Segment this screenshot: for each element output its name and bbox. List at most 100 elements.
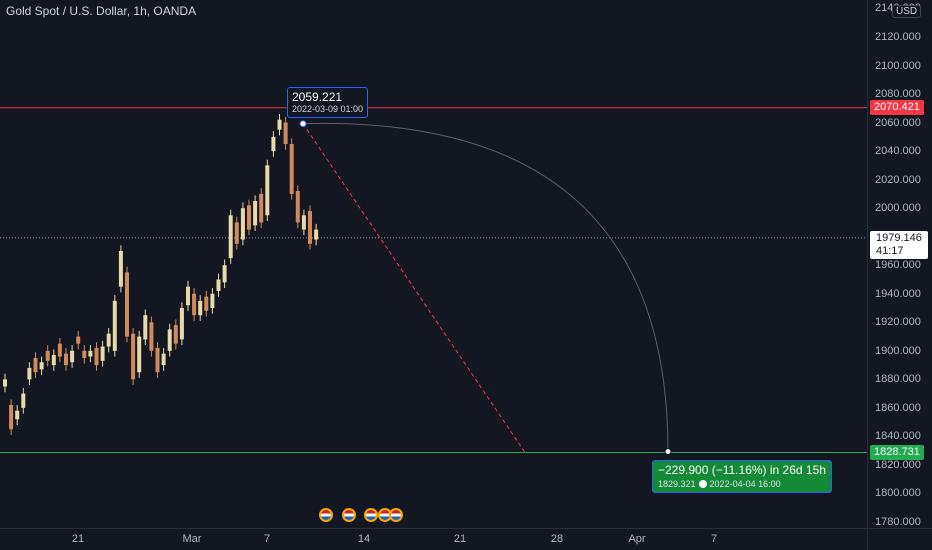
candle-body bbox=[149, 322, 154, 351]
price-tick: 1900.000 bbox=[875, 344, 921, 357]
us-flag-icon[interactable] bbox=[364, 508, 378, 522]
candle-body bbox=[9, 405, 14, 430]
candle-body bbox=[216, 279, 221, 291]
price-chart[interactable] bbox=[0, 0, 867, 528]
candle-body bbox=[57, 343, 62, 357]
candle-body bbox=[265, 165, 270, 216]
candle-body bbox=[186, 286, 190, 306]
price-tick: 2000.000 bbox=[875, 202, 921, 215]
chart-area[interactable]: Gold Spot / U.S. Dollar, 1h, OANDA 2059.… bbox=[0, 0, 867, 528]
candle-body bbox=[314, 229, 319, 240]
price-tick: 2080.000 bbox=[875, 88, 921, 101]
candle-body bbox=[112, 300, 117, 351]
measure-datetime: 2022-04-04 16:00 bbox=[709, 479, 781, 489]
time-tick: 21 bbox=[71, 533, 85, 545]
candle-body bbox=[33, 357, 38, 373]
candle-body bbox=[253, 201, 258, 226]
price-tick: 1840.000 bbox=[875, 430, 921, 443]
candle-body bbox=[271, 136, 276, 152]
resistance-price-label: 2070.421 bbox=[870, 100, 924, 115]
candle-body bbox=[137, 336, 142, 373]
candle-body bbox=[198, 300, 203, 316]
candle-body bbox=[106, 333, 111, 347]
candle-body bbox=[143, 315, 148, 340]
candle-body bbox=[167, 329, 172, 351]
axis-corner bbox=[867, 528, 932, 550]
measure-detail: 1829.321 2022-04-04 16:00 bbox=[658, 478, 826, 490]
high-price-value: 2059.221 bbox=[292, 90, 343, 104]
measure-start-point bbox=[299, 120, 307, 128]
price-tick: 2120.000 bbox=[875, 31, 921, 43]
candle-body bbox=[259, 193, 264, 223]
time-axis[interactable]: 21 Mar 7 14 21 28 Apr 7 bbox=[0, 528, 867, 550]
candle-body bbox=[161, 353, 166, 366]
candle-body bbox=[125, 272, 129, 337]
candle-body bbox=[308, 211, 312, 244]
price-tick: 2100.000 bbox=[875, 59, 921, 72]
price-tick: 1860.000 bbox=[875, 401, 921, 414]
price-tick: 2040.000 bbox=[875, 145, 921, 158]
trend-dashed-line bbox=[302, 123, 526, 453]
time-tick: 21 bbox=[453, 533, 467, 545]
candle-body bbox=[283, 122, 288, 144]
current-price-label: 1979.146 41:17 bbox=[870, 231, 928, 259]
candle-body bbox=[64, 353, 68, 366]
time-tick: Apr bbox=[628, 533, 646, 545]
candle-body bbox=[15, 410, 20, 420]
candle-body bbox=[247, 205, 251, 230]
candle-body bbox=[155, 347, 160, 373]
us-flag-icon[interactable] bbox=[319, 508, 333, 522]
candle-body bbox=[289, 143, 294, 194]
time-tick: 28 bbox=[550, 533, 564, 545]
price-tick: 1880.000 bbox=[875, 373, 921, 386]
candle-body bbox=[222, 265, 227, 283]
candle-body bbox=[88, 350, 93, 357]
bar-countdown: 41:17 bbox=[876, 245, 904, 257]
candle-body bbox=[277, 119, 282, 130]
candle-body bbox=[240, 208, 245, 240]
price-axis[interactable]: 2140.000 USD 2120.0002100.0002080.000206… bbox=[867, 0, 932, 528]
candle-body bbox=[45, 350, 50, 361]
time-tick: 7 bbox=[263, 533, 271, 545]
price-tick: 2020.000 bbox=[875, 173, 921, 186]
candle-body bbox=[204, 296, 209, 311]
high-price-tooltip: 2059.221 2022-03-09 01:00 bbox=[287, 87, 369, 118]
candle-body bbox=[228, 215, 233, 259]
price-tick: 2060.000 bbox=[875, 116, 921, 129]
price-tick: 1780.000 bbox=[875, 516, 921, 528]
time-tick: Mar bbox=[182, 533, 202, 545]
time-tick: 7 bbox=[710, 533, 718, 545]
currency-button[interactable]: USD bbox=[892, 5, 922, 18]
candle-body bbox=[301, 215, 306, 230]
candle-body bbox=[179, 308, 184, 340]
measure-result-box: −229.900 (−11.16%) in 26d 15h 1829.321 20… bbox=[652, 460, 832, 493]
measure-arc bbox=[302, 122, 669, 452]
price-tick: 1960.000 bbox=[875, 259, 921, 272]
us-flag-icon[interactable] bbox=[342, 508, 356, 522]
candle-body bbox=[100, 346, 105, 361]
price-tick: 1940.000 bbox=[875, 287, 921, 300]
candle-body bbox=[234, 222, 239, 244]
candle-body bbox=[70, 350, 75, 363]
candle-body bbox=[173, 325, 178, 344]
candle-body bbox=[82, 350, 87, 358]
candle-body bbox=[21, 393, 26, 408]
chart-title: Gold Spot / U.S. Dollar, 1h, OANDA bbox=[6, 4, 197, 18]
candle-body bbox=[27, 367, 32, 380]
price-tick: 1820.000 bbox=[875, 458, 921, 471]
high-price-datetime: 2022-03-09 01:00 bbox=[292, 104, 364, 114]
time-tick: 14 bbox=[357, 533, 371, 545]
current-price-value: 1979.146 bbox=[876, 232, 922, 244]
price-tick: 1800.000 bbox=[875, 487, 921, 500]
clock-icon bbox=[698, 480, 707, 488]
candle-body bbox=[118, 250, 123, 287]
candle-body bbox=[39, 362, 44, 370]
candle-body bbox=[131, 333, 136, 380]
measure-summary: −229.900 (−11.16%) in 26d 15h bbox=[658, 463, 826, 477]
candle-body bbox=[192, 293, 197, 316]
measure-price: 1829.321 bbox=[658, 479, 696, 489]
us-flag-icon[interactable] bbox=[389, 508, 403, 522]
candle-body bbox=[94, 347, 99, 366]
support-price-label: 1828.731 bbox=[870, 445, 924, 460]
price-tick: 1920.000 bbox=[875, 316, 921, 329]
